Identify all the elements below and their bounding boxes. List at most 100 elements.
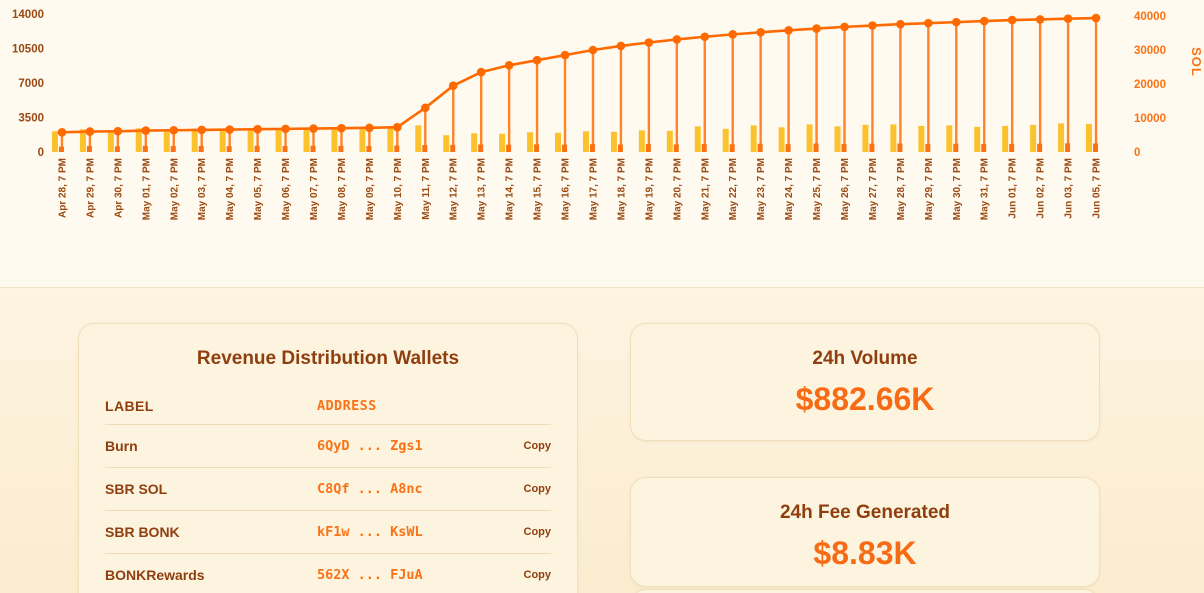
sol-dot — [57, 127, 67, 137]
y-axis-tick-right: 10000 — [1134, 113, 1166, 125]
x-axis-label: May 22, 7 PM — [728, 158, 739, 220]
fee-card-value: $8.83K — [813, 535, 917, 571]
orange-bar — [1009, 143, 1015, 152]
sol-line-group — [60, 16, 1098, 134]
yellow-bar — [918, 125, 925, 152]
x-axis-label: May 10, 7 PM — [393, 158, 404, 220]
x-axis-label: May 13, 7 PM — [477, 158, 488, 220]
copy-button[interactable]: Copy — [501, 483, 552, 495]
yellow-bar — [1058, 123, 1065, 152]
orange-bar — [729, 144, 735, 152]
sol-dot — [840, 22, 849, 32]
orange-bar — [645, 144, 651, 152]
left-axis-ticks: 0 3500 7000 10500 14000 — [12, 9, 44, 159]
sol-stems-group — [60, 18, 1098, 152]
sol-dot — [728, 30, 738, 39]
orange-bar — [366, 146, 372, 152]
wallet-label: SBR SOL — [105, 481, 168, 497]
yellow-bar — [275, 128, 282, 152]
sol-dot — [951, 17, 961, 27]
x-axis-label: May 23, 7 PM — [756, 158, 767, 220]
sol-dot — [672, 35, 682, 44]
yellow-bar — [135, 128, 142, 152]
yellow-bar — [1030, 124, 1037, 152]
sol-dot — [979, 16, 989, 26]
orange-bar — [170, 146, 176, 152]
wallet-address: 562X ... FJuA — [317, 567, 423, 583]
y-axis-tick-right: 20000 — [1134, 79, 1166, 91]
x-axis-label: May 18, 7 PM — [616, 158, 627, 220]
copy-button[interactable]: Copy — [501, 569, 552, 581]
wallet-address: 6QyD ... Zgs1 — [317, 438, 423, 454]
x-axis-label: May 21, 7 PM — [700, 158, 711, 220]
revenue-distribution-wallets-card: Revenue Distribution Wallets LABEL ADDRE… — [78, 323, 578, 593]
orange-bar — [701, 143, 707, 152]
x-axis-label: May 28, 7 PM — [896, 158, 907, 220]
orange-bar — [589, 144, 595, 152]
y-axis-tick-right: 40000 — [1134, 11, 1166, 23]
x-axis-label: May 25, 7 PM — [812, 158, 823, 220]
sol-dot — [393, 122, 402, 132]
yellow-bar — [974, 126, 981, 152]
orange-bar — [282, 146, 288, 152]
yellow-bar — [778, 127, 785, 152]
volume-card: 24h Volume $882.66K — [630, 323, 1100, 441]
sol-dot — [197, 125, 207, 135]
x-axis-label: Jun 03, 7 PM — [1064, 158, 1075, 219]
yellow-bar — [666, 130, 673, 152]
yellow-bar — [694, 126, 701, 152]
yellow-bar — [415, 125, 422, 152]
orange-bar — [673, 144, 679, 152]
sol-dot — [253, 124, 262, 134]
y-axis-tick-left: 0 — [38, 147, 44, 159]
x-axis-label: May 11, 7 PM — [421, 158, 432, 220]
copy-button[interactable]: Copy — [501, 440, 552, 452]
sol-dot — [924, 18, 933, 28]
sol-dot — [756, 28, 765, 37]
volume-card-value: $882.66K — [795, 381, 935, 417]
revenue-chart-section: 0 3500 7000 10500 14000 0 10000 20000 30000 40000… — [0, 0, 1204, 287]
label-column-header: LABEL — [105, 398, 154, 414]
x-axis-label: May 16, 7 PM — [561, 158, 572, 220]
sol-dot — [309, 124, 318, 133]
x-axis-label: May 06, 7 PM — [281, 158, 292, 220]
yellow-bar — [443, 135, 450, 152]
x-axis-label: Apr 29, 7 PM — [85, 158, 96, 218]
yellow-bar — [79, 129, 86, 152]
x-axis-label: Apr 28, 7 PM — [57, 158, 68, 218]
copy-button[interactable]: Copy — [501, 526, 552, 538]
fee-generated-card: 24h Fee Generated $8.83K — [630, 477, 1100, 587]
yellow-bar — [1086, 123, 1093, 152]
x-axis-label: May 14, 7 PM — [505, 158, 516, 220]
orange-bar — [338, 145, 344, 152]
yellow-bar — [499, 133, 506, 152]
x-axis-label: May 24, 7 PM — [784, 158, 795, 220]
sol-dot — [281, 124, 290, 134]
x-axis-label: May 08, 7 PM — [337, 158, 348, 220]
yellow-bar — [163, 129, 170, 152]
orange-bar — [1093, 143, 1099, 152]
sol-dot — [337, 123, 346, 133]
sol-dot — [113, 126, 123, 136]
sol-dot — [616, 41, 626, 51]
orange-bar — [1065, 143, 1071, 152]
yellow-bar — [722, 128, 729, 152]
wallet-row-sbr-sol: SBR SOL C8Qf ... A8nc Copy — [105, 468, 551, 511]
right-axis-title-group: SOL — [1189, 47, 1204, 77]
yellow-bar — [638, 130, 645, 152]
orange-bar — [478, 144, 484, 152]
orange-bar — [58, 146, 64, 152]
right-axis-title: SOL — [1189, 47, 1204, 77]
x-axis-label: Jun 02, 7 PM — [1036, 158, 1047, 219]
yellow-bar — [750, 125, 757, 152]
orange-bar — [450, 144, 456, 152]
volume-card-title: 24h Volume — [812, 348, 918, 369]
sol-dot — [225, 125, 234, 134]
revenue-chart: 0 3500 7000 10500 14000 0 10000 20000 30000 40000… — [12, 9, 1204, 220]
yellow-bar — [862, 124, 869, 152]
sol-dot — [896, 19, 905, 29]
y-axis-tick-left: 3500 — [18, 113, 44, 125]
sol-dots-group — [57, 13, 1101, 137]
wallet-row-sbr-bonk: SBR BONK kF1w ... KsWL Copy — [105, 511, 551, 554]
wallet-row-burn: Burn 6QyD ... Zgs1 Copy — [105, 425, 551, 468]
